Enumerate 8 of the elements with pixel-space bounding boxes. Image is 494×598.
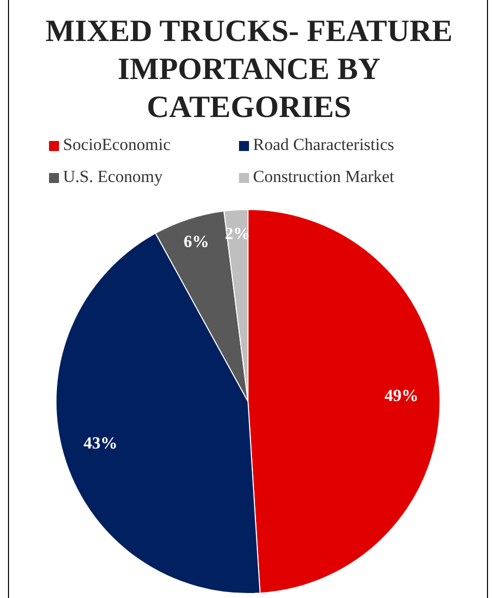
- legend-label: Construction Market: [252, 167, 396, 187]
- data-label: 49%: [384, 386, 419, 406]
- data-label: 6%: [184, 232, 210, 252]
- legend-label: Road Characteristics: [252, 135, 396, 155]
- chart-title: MIXED TRUCKS- FEATURE IMPORTANCE BY CATEGORIES: [44, 12, 454, 126]
- data-label: 43%: [84, 434, 118, 453]
- legend-label: U.S. Economy: [62, 167, 164, 187]
- legend-label: SocioEconomic: [62, 135, 172, 155]
